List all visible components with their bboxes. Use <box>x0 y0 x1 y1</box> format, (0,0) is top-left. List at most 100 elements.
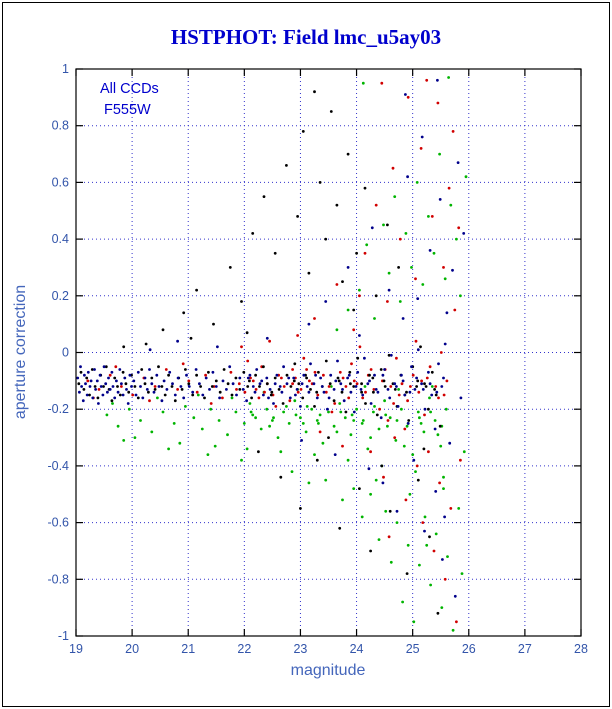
data-point <box>110 399 114 403</box>
legend-line-filter: F555W <box>104 102 151 118</box>
scatter-chart: HSTPHOT: Field lmc_u5ay03 19 20 21 22 23 24 25… <box>12 25 588 679</box>
data-point <box>86 370 90 374</box>
data-point <box>153 385 157 388</box>
x-tick-label: 23 <box>293 642 307 656</box>
data-point <box>346 266 350 269</box>
data-point <box>150 382 154 386</box>
data-point <box>241 388 245 391</box>
data-point <box>408 492 412 496</box>
data-point <box>95 379 99 383</box>
data-point <box>178 441 182 445</box>
data-point <box>369 402 373 405</box>
data-point <box>316 393 320 397</box>
data-point <box>415 181 419 184</box>
data-point <box>147 390 150 394</box>
data-point <box>333 453 337 456</box>
data-point <box>161 410 165 414</box>
data-point <box>327 436 330 439</box>
data-point <box>278 385 282 388</box>
data-point <box>439 444 443 448</box>
data-point <box>433 388 436 391</box>
data-point <box>416 478 420 482</box>
x-tick-label: 26 <box>462 642 476 656</box>
data-point <box>438 152 441 156</box>
data-point <box>322 373 325 377</box>
data-point <box>447 76 450 79</box>
data-point <box>412 620 416 624</box>
data-point <box>401 317 405 320</box>
data-point <box>343 416 347 420</box>
data-point <box>246 385 250 388</box>
data-point <box>432 549 436 553</box>
data-point <box>403 393 407 397</box>
data-point <box>285 382 289 386</box>
data-point <box>383 399 386 403</box>
data-point <box>293 362 297 366</box>
data-point <box>336 359 339 363</box>
data-point <box>195 390 199 394</box>
data-point <box>329 373 333 377</box>
data-point <box>377 538 381 541</box>
data-point <box>393 388 397 391</box>
data-point <box>332 388 336 391</box>
data-point <box>265 376 269 380</box>
data-point <box>93 385 97 388</box>
data-point <box>327 410 330 414</box>
data-point <box>319 376 322 380</box>
data-point <box>120 382 123 386</box>
data-point <box>324 359 328 363</box>
data-point <box>358 487 361 490</box>
data-point <box>121 370 125 374</box>
data-point <box>160 399 164 403</box>
data-point <box>96 396 100 400</box>
data-point <box>416 410 420 414</box>
data-point <box>253 390 257 394</box>
data-point <box>339 382 343 386</box>
data-point <box>116 424 120 428</box>
data-point <box>290 470 294 473</box>
data-point <box>443 342 447 346</box>
data-point <box>313 90 316 94</box>
data-point <box>81 399 85 403</box>
data-point <box>455 237 458 241</box>
data-point <box>414 277 417 281</box>
data-point <box>397 266 400 269</box>
data-point <box>404 232 408 235</box>
data-point <box>167 373 171 377</box>
data-point <box>291 382 294 386</box>
data-point <box>111 402 114 405</box>
data-point <box>372 410 375 414</box>
data-point <box>445 311 449 315</box>
data-point <box>348 370 352 374</box>
data-point <box>395 419 399 422</box>
data-point <box>400 382 404 386</box>
data-point <box>414 339 418 343</box>
data-point <box>404 498 408 502</box>
data-point <box>226 382 230 386</box>
data-point <box>430 385 434 388</box>
data-point <box>389 560 393 564</box>
data-point <box>352 419 356 422</box>
data-point <box>118 393 122 397</box>
data-point <box>419 147 423 150</box>
data-point <box>337 379 341 383</box>
data-point <box>254 416 257 420</box>
data-point <box>235 388 238 391</box>
data-point <box>396 405 400 408</box>
series-ccd-red <box>86 78 462 624</box>
data-point <box>398 237 402 241</box>
data-point <box>152 390 156 394</box>
data-point <box>416 348 420 352</box>
data-point <box>406 175 409 179</box>
data-point <box>122 439 126 442</box>
data-point <box>338 370 342 374</box>
data-point <box>234 376 238 380</box>
data-point <box>444 407 448 411</box>
data-point <box>179 385 183 388</box>
data-point <box>326 407 329 411</box>
data-point <box>313 317 316 320</box>
data-point <box>281 402 285 405</box>
data-point <box>324 478 328 482</box>
data-point <box>85 376 89 380</box>
